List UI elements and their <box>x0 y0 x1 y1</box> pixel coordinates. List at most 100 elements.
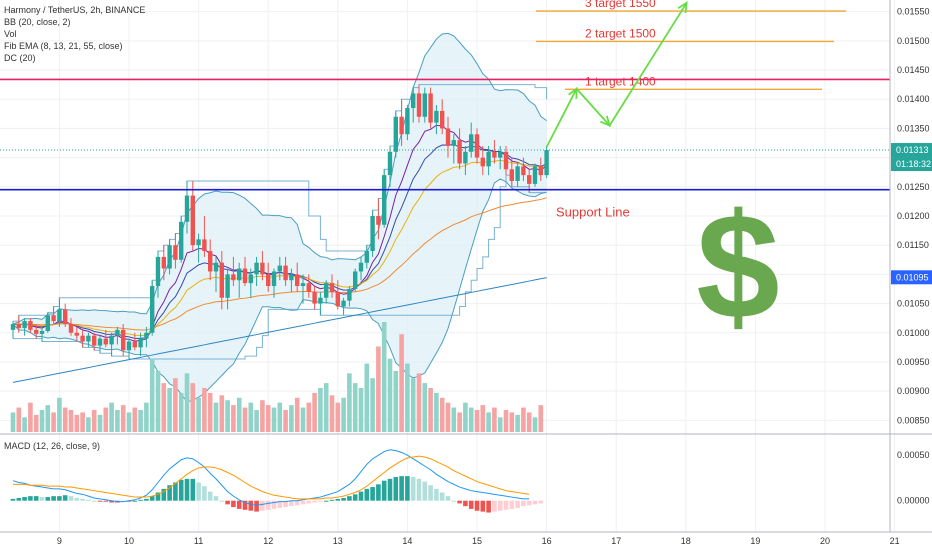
candle-body <box>126 341 132 351</box>
volume-bar <box>509 412 515 432</box>
volume-bar <box>532 417 538 432</box>
macd-histogram-bar <box>329 499 335 501</box>
candle-body <box>57 309 62 322</box>
volume-bar <box>33 414 39 432</box>
macd-histogram-bar <box>184 478 190 501</box>
volume-bar <box>236 397 242 432</box>
volume-bar <box>497 417 503 432</box>
candle-body <box>370 216 375 252</box>
price-tick-label: 0.01000 <box>897 328 930 338</box>
macd-histogram-bar <box>265 500 271 510</box>
candle-body <box>527 175 532 184</box>
last-price-tag: 0.01313 <box>896 145 929 155</box>
candle-body <box>266 274 271 287</box>
macd-histogram-bar <box>207 491 213 501</box>
macd-histogram-bar <box>526 500 532 506</box>
time-tick-label: 9 <box>57 536 62 546</box>
volume-bar <box>538 405 544 432</box>
macd-histogram-bar <box>190 478 196 501</box>
candle-body <box>254 262 259 275</box>
macd-histogram-bar <box>248 500 254 511</box>
target-label: 3 target 1550 <box>585 0 656 10</box>
price-tick-label: 0.01500 <box>897 36 930 46</box>
symbol-line: Harmony / TetherUS, 2h, BINANCE <box>4 5 146 15</box>
indicator-legend: Harmony / TetherUS, 2h, BINANCE BB (20, … <box>4 4 145 64</box>
volume-bar <box>434 392 439 432</box>
candle-body <box>109 335 114 345</box>
volume-bar <box>410 378 416 432</box>
candle-body <box>451 140 456 146</box>
macd-histogram-bar <box>405 476 410 501</box>
macd-histogram-bar <box>364 488 370 501</box>
volume-bar <box>428 388 433 432</box>
volume-bar <box>289 405 294 432</box>
macd-histogram-bar <box>103 500 109 502</box>
arrow-head <box>568 86 578 99</box>
macd-histogram-bar <box>538 500 544 504</box>
candle-body <box>283 265 288 281</box>
candle-body <box>161 256 166 269</box>
price-tick-label: 0.01350 <box>897 123 930 133</box>
candle-body <box>474 134 480 158</box>
volume-bar <box>178 392 184 432</box>
macd-histogram-bar <box>399 476 404 501</box>
macd-histogram-bar <box>352 494 358 501</box>
volume-bar <box>492 407 497 432</box>
candle-body <box>335 291 340 307</box>
candle-body <box>498 151 503 158</box>
candle-body <box>312 291 317 304</box>
candle-body <box>39 331 45 334</box>
volume-bar <box>155 370 161 432</box>
macd-histogram-bar <box>451 500 457 502</box>
volume-bar <box>120 405 126 432</box>
macd-line <box>12 449 530 506</box>
volume-bar <box>358 388 364 432</box>
volume-bar <box>463 402 468 432</box>
macd-histogram-bar <box>318 500 323 502</box>
time-tick-label: 15 <box>472 536 482 546</box>
candle-body <box>63 309 68 324</box>
macd-histogram-bar <box>468 500 474 509</box>
volume-bar <box>242 407 248 432</box>
macd-histogram-bar <box>91 500 97 502</box>
bb-lower <box>12 178 547 403</box>
volume-bar <box>28 402 33 432</box>
macd-histogram-bar <box>312 500 317 503</box>
candle-body <box>521 166 526 176</box>
price-tick-label: 0.01200 <box>897 211 930 221</box>
volume-bar <box>62 407 68 432</box>
volume-bar <box>161 383 167 432</box>
macd-histogram-bar <box>33 496 39 501</box>
macd-histogram-bar <box>492 500 497 512</box>
candle-body <box>121 329 126 351</box>
candle-body <box>318 297 323 304</box>
volume-bar <box>10 412 16 432</box>
macd-histogram-bar <box>428 485 433 501</box>
candle-body <box>329 283 335 292</box>
volume-bar <box>381 322 387 432</box>
volume-bar <box>318 388 323 432</box>
candle-body <box>92 335 97 346</box>
volume-bar <box>39 410 45 432</box>
macd-histogram-bar <box>381 480 387 501</box>
volume-bar <box>416 373 422 432</box>
volume-bar <box>202 388 207 432</box>
slow-trend-line <box>12 277 547 383</box>
candle-body <box>155 256 161 287</box>
volume-bar <box>213 402 219 432</box>
macd-legend: MACD (12, 26, close, 9) <box>4 441 101 451</box>
volume-bar <box>515 414 520 432</box>
macd-histogram-bar <box>300 500 306 505</box>
candle-body <box>138 338 143 348</box>
macd-histogram-bar <box>173 482 178 501</box>
candle-body <box>213 262 219 272</box>
volume-bar <box>196 397 201 432</box>
candle-body <box>509 169 514 181</box>
macd-histogram-bar <box>213 496 219 501</box>
macd-histogram-bar <box>16 497 22 501</box>
ema-55 <box>12 197 547 331</box>
candle-body <box>10 324 16 330</box>
candle-body <box>538 166 543 176</box>
